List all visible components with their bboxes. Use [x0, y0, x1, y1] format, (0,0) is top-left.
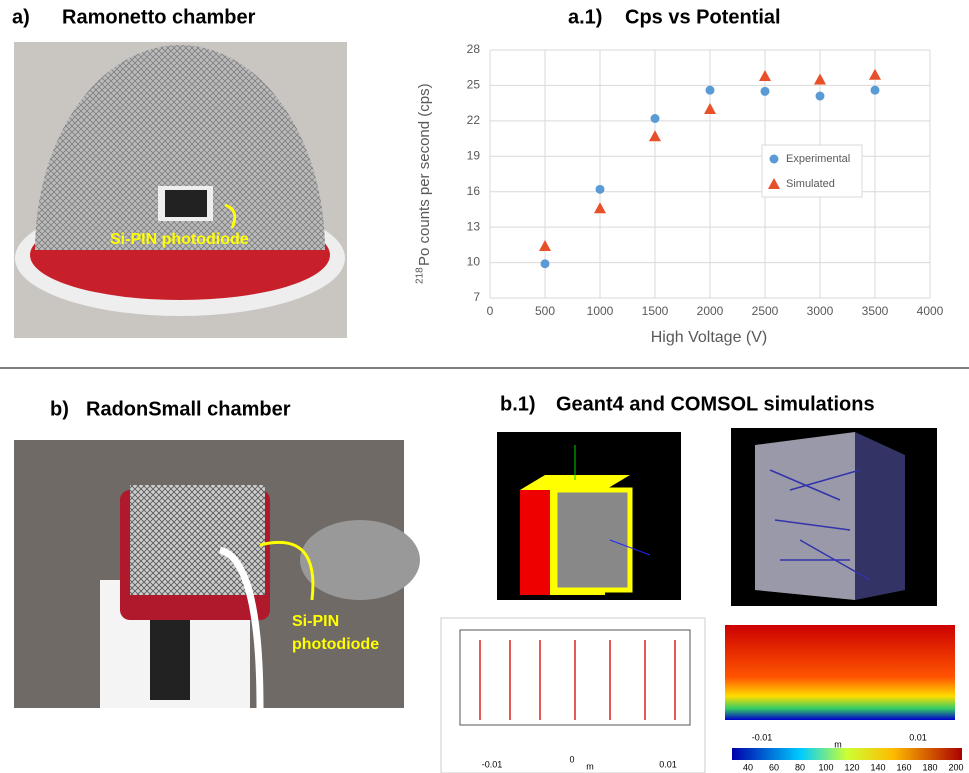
x-tick-label: 500 — [535, 304, 555, 318]
axis-label: m — [586, 761, 594, 771]
x-tick-label: 2000 — [697, 304, 724, 318]
photo-b — [14, 440, 420, 708]
marker — [761, 87, 770, 96]
y-tick-label: 13 — [467, 219, 481, 233]
x-axis-title: High Voltage (V) — [651, 329, 768, 346]
annotation: Si-PIN — [292, 613, 339, 630]
y-tick-label: 28 — [467, 42, 481, 56]
colorbar-tick: 100 — [818, 762, 833, 772]
axis-label: m — [834, 739, 842, 749]
figure: a) Ramonetto chamber Si-PIN photodiode b… — [0, 0, 969, 773]
annotation: photodiode — [292, 636, 379, 653]
x-tick-label: 3000 — [807, 304, 834, 318]
x-tick-label: 0 — [487, 304, 494, 318]
annotation: Si-PIN photodiode — [110, 231, 249, 248]
colorbar-tick: 200 — [948, 762, 963, 772]
colorbar-tick: 120 — [844, 762, 859, 772]
y-axis-title: Po counts per second (cps) — [416, 83, 433, 266]
y-tick-label: 7 — [473, 290, 480, 304]
marker — [596, 185, 605, 194]
y-tick-label: 25 — [467, 78, 481, 92]
x-tick-label: 2500 — [752, 304, 779, 318]
colorbar-tick: 140 — [870, 762, 885, 772]
sim-potential — [711, 618, 965, 773]
sim-geant4 — [497, 432, 681, 600]
marker — [706, 86, 715, 95]
axis-label: -0.01 — [482, 759, 503, 769]
chart-title: Cps vs Potential — [625, 6, 781, 28]
axis-label: 0 — [569, 754, 574, 764]
axis-label: -0.01 — [752, 732, 773, 742]
marker — [651, 114, 660, 123]
marker — [594, 202, 606, 213]
panel-label: b) — [50, 398, 69, 420]
legend-label: Experimental — [786, 153, 850, 165]
photo-a — [14, 42, 347, 338]
x-tick-label: 1000 — [587, 304, 614, 318]
marker — [871, 86, 880, 95]
marker — [704, 103, 716, 114]
y-tick-label: 19 — [467, 148, 481, 162]
marker — [541, 259, 550, 268]
marker — [649, 130, 661, 141]
colorbar-tick: 60 — [769, 762, 779, 772]
panel-title: Ramonetto chamber — [62, 6, 256, 28]
colorbar-tick: 180 — [922, 762, 937, 772]
marker — [759, 70, 771, 81]
panel-title: RadonSmall chamber — [86, 398, 291, 420]
sim-tracks — [731, 428, 937, 606]
legend-marker — [770, 155, 779, 164]
chart-label: a.1) — [568, 6, 602, 28]
panel-label: a) — [12, 6, 30, 28]
y-tick-label: 22 — [467, 113, 481, 127]
axis-label: 0.01 — [909, 732, 927, 742]
panel-label: b.1) — [500, 393, 536, 415]
x-tick-label: 3500 — [862, 304, 889, 318]
y-tick-label: 16 — [467, 184, 481, 198]
marker — [814, 74, 826, 85]
marker — [869, 69, 881, 80]
x-tick-label: 4000 — [917, 304, 944, 318]
legend-label: Simulated — [786, 178, 835, 190]
sim-field — [441, 618, 705, 773]
marker — [816, 92, 825, 101]
colorbar-tick: 40 — [743, 762, 753, 772]
marker — [539, 240, 551, 251]
axis-label: 0.01 — [659, 759, 677, 769]
colorbar-tick: 80 — [795, 762, 805, 772]
x-tick-label: 1500 — [642, 304, 669, 318]
colorbar-tick: 160 — [896, 762, 911, 772]
panel-title: Geant4 and COMSOL simulations — [556, 393, 875, 415]
y-tick-label: 10 — [467, 255, 481, 269]
y-axis-title-sup: 218 — [415, 267, 426, 284]
